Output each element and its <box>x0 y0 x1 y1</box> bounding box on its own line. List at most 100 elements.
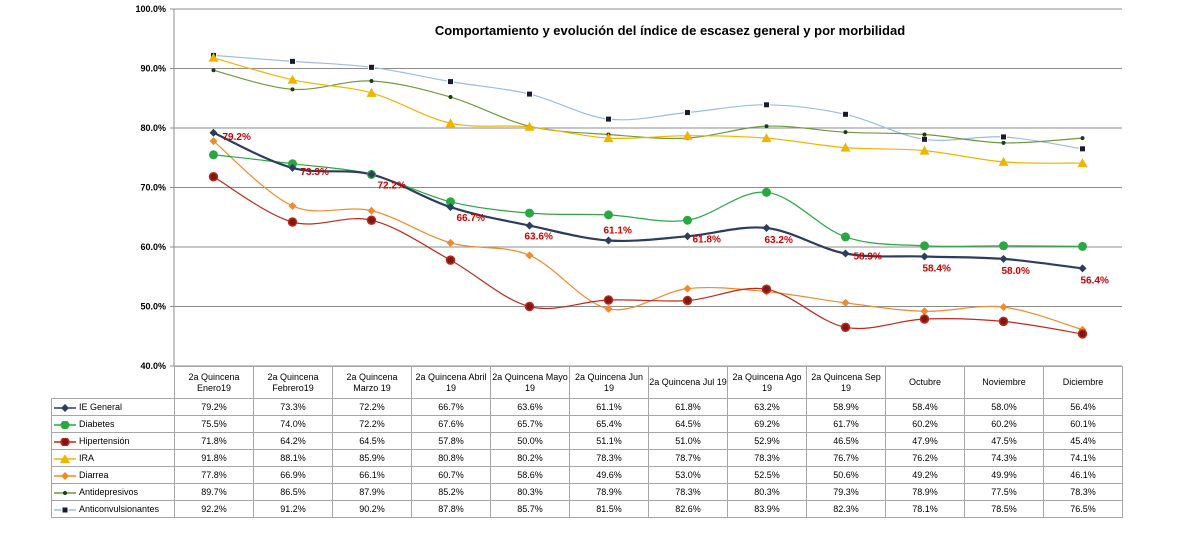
table-cell: 45.4% <box>1043 432 1123 450</box>
data-point <box>445 255 456 265</box>
data-point <box>1080 136 1085 141</box>
x-tick-label: 2a Quincena Jul 19 <box>648 366 728 399</box>
series-lines <box>213 54 1083 335</box>
x-tick-label: 2a Quincena Jun 19 <box>569 366 649 399</box>
data-label: 73.3% <box>301 167 329 178</box>
table-cell: 60.7% <box>411 466 491 484</box>
legend-key-icon <box>54 420 76 429</box>
table-cell: 52.9% <box>727 432 807 450</box>
table-cell: 49.2% <box>885 466 965 484</box>
series-line <box>213 176 1083 335</box>
data-point <box>211 68 216 73</box>
data-point <box>841 298 850 307</box>
table-cell: 50.6% <box>806 466 886 484</box>
series-line <box>213 54 1083 150</box>
table-cell: 82.3% <box>806 500 886 518</box>
y-tick-label: 90.0% <box>140 64 166 74</box>
table-cell: 58.4% <box>885 398 965 416</box>
table-row: IE General 79.2% 73.3% 72.2% 66.7% 63.6% 61.1%… <box>51 398 1123 416</box>
table-cell: 73.3% <box>253 398 333 416</box>
table-cell: 47.9% <box>885 432 965 450</box>
table-cell: 88.1% <box>253 449 333 467</box>
table-cell: 90.2% <box>332 500 412 518</box>
data-label: 61.8% <box>693 234 721 245</box>
data-point <box>1077 158 1088 168</box>
data-point <box>287 217 298 227</box>
table-cell: 50.0% <box>490 432 570 450</box>
table-cell: 87.8% <box>411 500 491 518</box>
x-tick-label: 2a Quincena Enero19 <box>174 366 254 399</box>
data-point <box>367 206 376 215</box>
data-point <box>288 201 297 210</box>
table-cell: 66.1% <box>332 466 412 484</box>
data-point <box>998 316 1009 327</box>
table-cell: 78.9% <box>569 483 649 501</box>
data-point <box>447 78 454 86</box>
data-point <box>843 130 848 135</box>
data-point <box>604 210 613 220</box>
data-point <box>1079 145 1086 153</box>
data-point <box>209 128 218 137</box>
table-cell: 64.5% <box>648 415 728 433</box>
data-point <box>841 232 850 242</box>
table-cell: 58.9% <box>806 398 886 416</box>
table-cell: 51.1% <box>569 432 649 450</box>
table-cell: 56.4% <box>1043 398 1123 416</box>
x-tick-label: Octubre <box>885 366 965 399</box>
data-point <box>288 163 297 172</box>
x-tick-label: 2a Quincena Marzo 19 <box>332 366 412 399</box>
series-markers <box>208 51 1088 339</box>
x-tick-label: 2a Quincena Abril 19 <box>411 366 491 399</box>
table-cell: 49.9% <box>964 466 1044 484</box>
table-cell: 65.4% <box>569 415 649 433</box>
data-point <box>921 135 928 143</box>
data-point <box>446 197 455 207</box>
table-row: IRA 91.8% 88.1% 85.9% 80.8% 80.2% 78.3% 78.7% 78… <box>51 449 1123 467</box>
table-cell: 71.8% <box>174 432 254 450</box>
table-cell: 80.3% <box>490 483 570 501</box>
data-point <box>526 90 533 98</box>
table-cell: 80.2% <box>490 449 570 467</box>
data-point <box>1001 140 1006 145</box>
data-point <box>368 63 375 71</box>
data-point <box>524 301 535 312</box>
table-cell: 46.5% <box>806 432 886 450</box>
table-row: Antidepresivos 89.7% 86.5% 87.9% 85.2% 80.3% 7… <box>51 483 1123 501</box>
data-point <box>1078 264 1087 273</box>
table-cell: 61.1% <box>569 398 649 416</box>
x-tick-label: Noviembre <box>964 366 1044 399</box>
table-cell: 77.5% <box>964 483 1044 501</box>
table-row: Hipertensión 71.8% 64.2% 64.5% 57.8% 50.0% 51.… <box>51 432 1123 450</box>
table-cell: 77.8% <box>174 466 254 484</box>
data-point <box>287 74 298 84</box>
data-point <box>603 133 614 143</box>
y-tick-label: 60.0% <box>140 242 166 252</box>
data-point <box>999 303 1008 312</box>
chart-title: Comportamiento y evolución del índice de… <box>435 23 905 38</box>
table-cell: 49.6% <box>569 466 649 484</box>
x-tick-label: Diciembre <box>1043 366 1123 399</box>
table-cell: 87.9% <box>332 483 412 501</box>
data-point <box>919 314 930 324</box>
x-tick-label: 2a Quincena Mayo 19 <box>490 366 570 399</box>
data-point <box>762 187 771 197</box>
data-point <box>998 156 1009 166</box>
data-point <box>762 223 771 232</box>
data-point <box>683 284 692 293</box>
data-point <box>367 170 376 179</box>
table-cell: 81.5% <box>569 500 649 518</box>
legend-entry: Hipertensión <box>51 432 175 450</box>
y-tick-label: 50.0% <box>140 302 166 312</box>
table-cell: 80.8% <box>411 449 491 467</box>
series-line <box>213 131 1083 270</box>
data-point <box>840 142 851 152</box>
legend-entry: Anticonvulsionantes <box>51 500 175 518</box>
table-cell: 91.2% <box>253 500 333 518</box>
data-point <box>682 295 693 306</box>
data-point <box>922 132 927 137</box>
data-point <box>999 241 1008 251</box>
data-table: 2a Quincena Enero19 2a Quincena Febrero19… <box>51 366 1123 518</box>
table-cell: 64.2% <box>253 432 333 450</box>
legend-key-icon <box>54 454 76 463</box>
